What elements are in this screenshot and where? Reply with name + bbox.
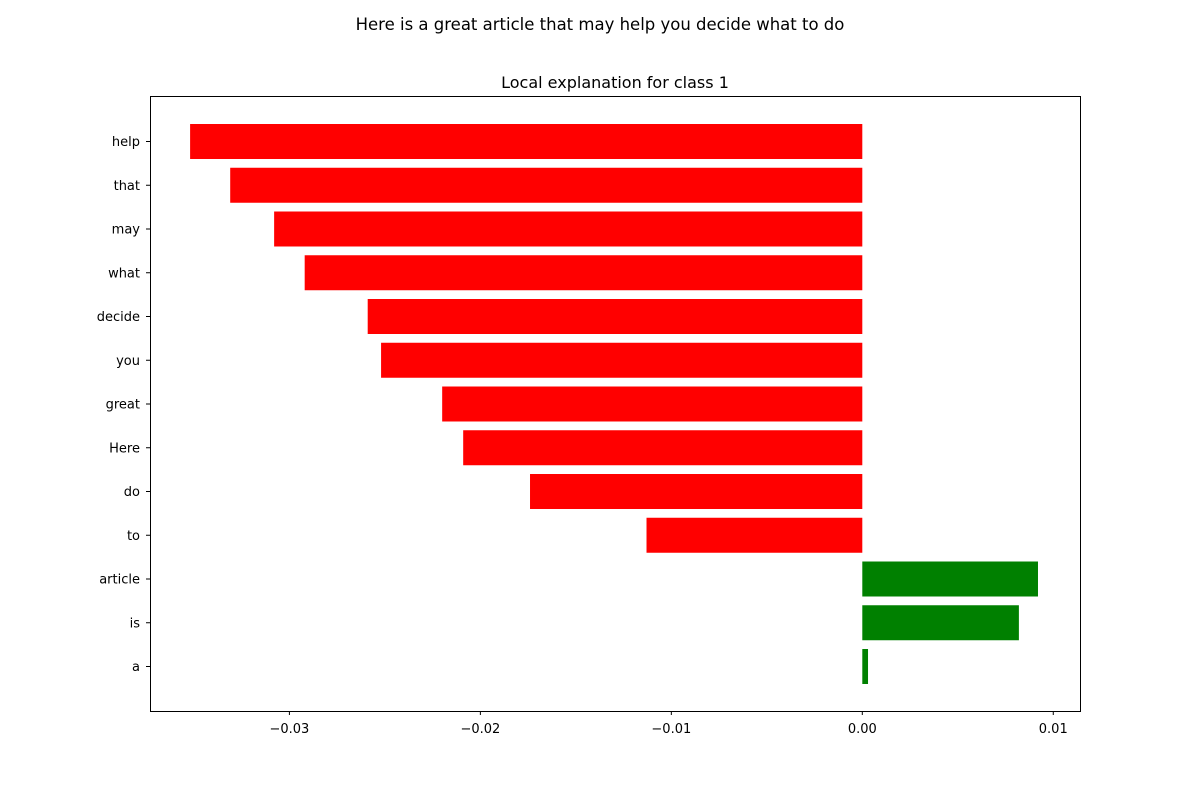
y-tick-label: may	[112, 223, 141, 238]
y-axis-ticks: help that may what decide you great Here do to art…	[97, 135, 150, 675]
bar-that	[230, 167, 863, 203]
y-tick-label: you	[116, 354, 140, 369]
chart-title: Local explanation for class 1	[501, 73, 729, 92]
bar-decide	[367, 299, 863, 334]
y-tick-label: to	[127, 529, 140, 544]
y-tick-label: that	[114, 179, 140, 194]
x-tick-label: −0.02	[460, 722, 500, 737]
bar-do	[530, 474, 863, 509]
plot-frame	[150, 96, 1081, 712]
x-tick-label: −0.03	[269, 722, 309, 737]
x-tick-label: 0.01	[1039, 722, 1068, 737]
bar-to	[646, 517, 863, 553]
bar-great	[442, 386, 863, 422]
bar-is	[862, 605, 1019, 641]
y-tick-label: great	[106, 398, 140, 413]
y-tick-label: what	[108, 266, 140, 281]
x-tick-label: 0.00	[848, 722, 877, 737]
bars-group	[190, 124, 1038, 684]
y-tick-label: Here	[109, 441, 140, 456]
y-tick-label: do	[124, 485, 140, 500]
x-tick-label: −0.01	[651, 722, 691, 737]
y-tick-label: decide	[97, 310, 140, 325]
bar-a	[862, 649, 869, 684]
y-tick-label: is	[130, 616, 141, 631]
bar-help	[190, 124, 863, 159]
bar-article	[862, 561, 1038, 597]
bar-may	[274, 211, 863, 247]
bar-you	[381, 342, 863, 378]
y-tick-label: article	[99, 573, 140, 588]
y-tick-label: a	[132, 660, 140, 675]
x-axis-ticks: −0.03 −0.02 −0.01 0.00 0.01	[269, 711, 1068, 737]
bar-what	[304, 255, 863, 291]
figure-suptitle: Here is a great article that may help yo…	[356, 15, 845, 34]
bar-here	[463, 430, 863, 466]
y-tick-label: help	[112, 135, 140, 150]
